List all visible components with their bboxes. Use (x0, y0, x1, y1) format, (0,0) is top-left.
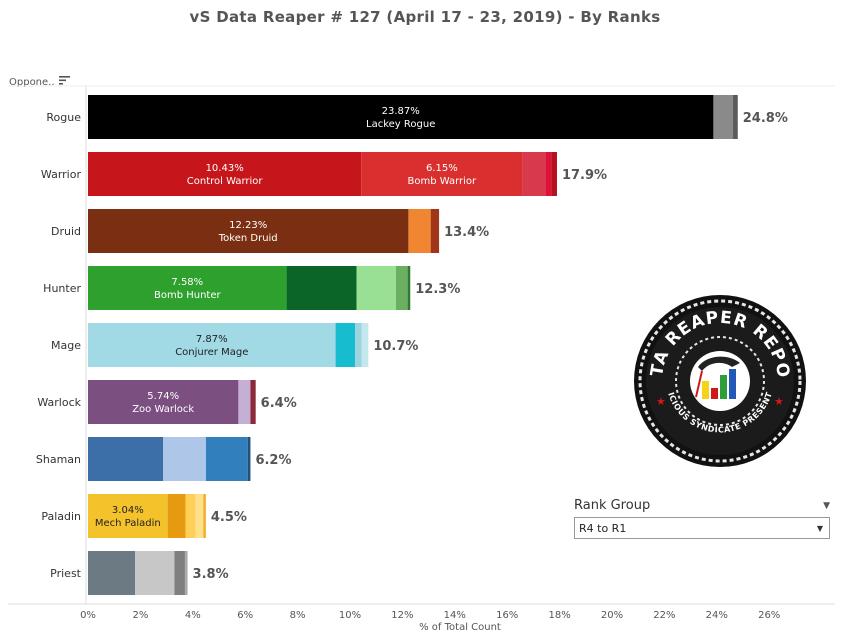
data-label-pct: 3.04% (112, 505, 144, 516)
data-label-pct: 6.15% (426, 163, 458, 174)
x-tick-label: 2% (132, 610, 148, 621)
svg-text:★: ★ (774, 395, 784, 408)
bar-segment-paladin-3 (195, 494, 204, 538)
bar-segment-shaman-1 (163, 437, 206, 481)
data-label-pct: 12.23% (229, 220, 267, 231)
data-label-archetype: Bomb Hunter (154, 290, 222, 301)
category-label-shaman: Shaman (36, 453, 81, 466)
axis-header: Oppone.. (9, 76, 70, 88)
x-tick-label: 26% (758, 610, 780, 621)
bar-segment-shaman-0 (88, 437, 164, 481)
bar-segment-hunter-4 (407, 266, 411, 310)
data-label-archetype: Conjurer Mage (175, 347, 248, 358)
bar-segment-paladin-0 (88, 494, 168, 538)
data-label-pct: 5.74% (147, 391, 179, 402)
total-label-hunter: 12.3% (415, 282, 460, 297)
data-label-archetype: Control Warrior (187, 176, 264, 187)
bar-segment-mage-1 (335, 323, 356, 367)
data-label-pct: 7.87% (196, 334, 228, 345)
bar-segment-druid-2 (430, 209, 440, 253)
total-label-shaman: 6.2% (255, 453, 291, 468)
category-label-rogue: Rogue (46, 111, 81, 124)
rank-group-label: Rank Group (574, 498, 651, 513)
bar-segment-priest-3 (184, 551, 188, 595)
data-label-pct: 23.87% (382, 106, 420, 117)
bar-segment-priest-0 (88, 551, 136, 595)
bar-segment-warrior-0 (88, 152, 362, 196)
rank-group-value: R4 to R1 (579, 521, 627, 535)
category-label-mage: Mage (51, 339, 81, 352)
x-tick-label: 6% (237, 610, 253, 621)
x-axis-label: % of Total Count (419, 622, 501, 633)
total-label-warrior: 17.9% (562, 168, 607, 183)
rank-group-menu-icon[interactable]: ▼ (823, 500, 830, 511)
data-reaper-report-logo: DATA REAPER REPORT VICIOUS SYNDICATE PRE… (624, 278, 808, 469)
x-tick-label: 24% (706, 610, 728, 621)
bar-segment-druid-1 (408, 209, 431, 253)
data-label-pct: 10.43% (206, 163, 244, 174)
x-tick-label: 14% (444, 610, 466, 621)
x-tick-label: 16% (496, 610, 518, 621)
bar-segment-warlock-0 (88, 380, 239, 424)
x-tick-label: 18% (548, 610, 570, 621)
bar-segment-warrior-1 (361, 152, 523, 196)
bar-segment-mage-0 (88, 323, 336, 367)
x-tick-label: 22% (653, 610, 675, 621)
rank-group-dropdown[interactable]: R4 to R1 ▼ (574, 517, 830, 539)
category-label-druid: Druid (51, 225, 81, 238)
x-tick-label: 10% (339, 610, 361, 621)
data-label-archetype: Mech Paladin (95, 518, 161, 529)
rank-group-filter: Rank Group ▼ R4 to R1 ▼ (574, 498, 830, 539)
bar-segment-priest-1 (135, 551, 175, 595)
total-label-rogue: 24.8% (743, 111, 788, 126)
bar-segment-rogue-2 (733, 95, 738, 139)
bar-segment-hunter-2 (356, 266, 396, 310)
x-tick-label: 12% (391, 610, 413, 621)
category-label-paladin: Paladin (41, 510, 81, 523)
category-label-warlock: Warlock (37, 396, 81, 409)
bar-segment-priest-2 (174, 551, 185, 595)
total-label-mage: 10.7% (373, 339, 418, 354)
category-label-warrior: Warrior (41, 168, 82, 181)
bar-segment-shaman-3 (247, 437, 251, 481)
axis-header-label: Oppone.. (9, 76, 55, 88)
x-tick-label: 8% (290, 610, 306, 621)
bar-segment-paladin-4 (203, 494, 206, 538)
bar-segment-warrior-4 (551, 152, 557, 196)
bar-segment-hunter-3 (395, 266, 408, 310)
total-label-warlock: 6.4% (261, 396, 297, 411)
chevron-down-icon: ▼ (816, 523, 823, 533)
bar-segment-paladin-1 (167, 494, 186, 538)
bar-segment-hunter-1 (286, 266, 357, 310)
data-label-pct: 7.58% (171, 277, 203, 288)
category-label-priest: Priest (50, 567, 82, 580)
x-tick-label: 20% (601, 610, 623, 621)
category-label-hunter: Hunter (43, 282, 81, 295)
bar-segment-mage-2 (355, 323, 362, 367)
sort-icon[interactable] (58, 76, 70, 88)
data-label-archetype: Bomb Warrior (407, 176, 477, 187)
bar-segment-shaman-2 (205, 437, 248, 481)
bar-segment-warrior-3 (545, 152, 552, 196)
bar-segment-rogue-0 (88, 95, 714, 139)
total-label-priest: 3.8% (193, 567, 229, 582)
bar-segment-rogue-1 (713, 95, 734, 139)
bar-segment-druid-0 (88, 209, 409, 253)
total-label-druid: 13.4% (444, 225, 489, 240)
data-label-archetype: Token Druid (218, 233, 278, 244)
data-label-archetype: Zoo Warlock (132, 404, 194, 415)
bar-segment-mage-3 (361, 323, 369, 367)
x-tick-label: 4% (185, 610, 201, 621)
svg-text:★: ★ (656, 395, 666, 408)
bar-segment-paladin-2 (185, 494, 196, 538)
bar-segment-warrior-2 (522, 152, 546, 196)
bar-segment-warlock-1 (238, 380, 251, 424)
total-label-paladin: 4.5% (211, 510, 247, 525)
data-label-archetype: Lackey Rogue (366, 119, 435, 130)
x-tick-label: 0% (80, 610, 96, 621)
bar-segment-hunter-0 (88, 266, 287, 310)
bar-segment-warlock-2 (250, 380, 256, 424)
chart-title: vS Data Reaper # 127 (April 17 - 23, 201… (189, 8, 661, 26)
